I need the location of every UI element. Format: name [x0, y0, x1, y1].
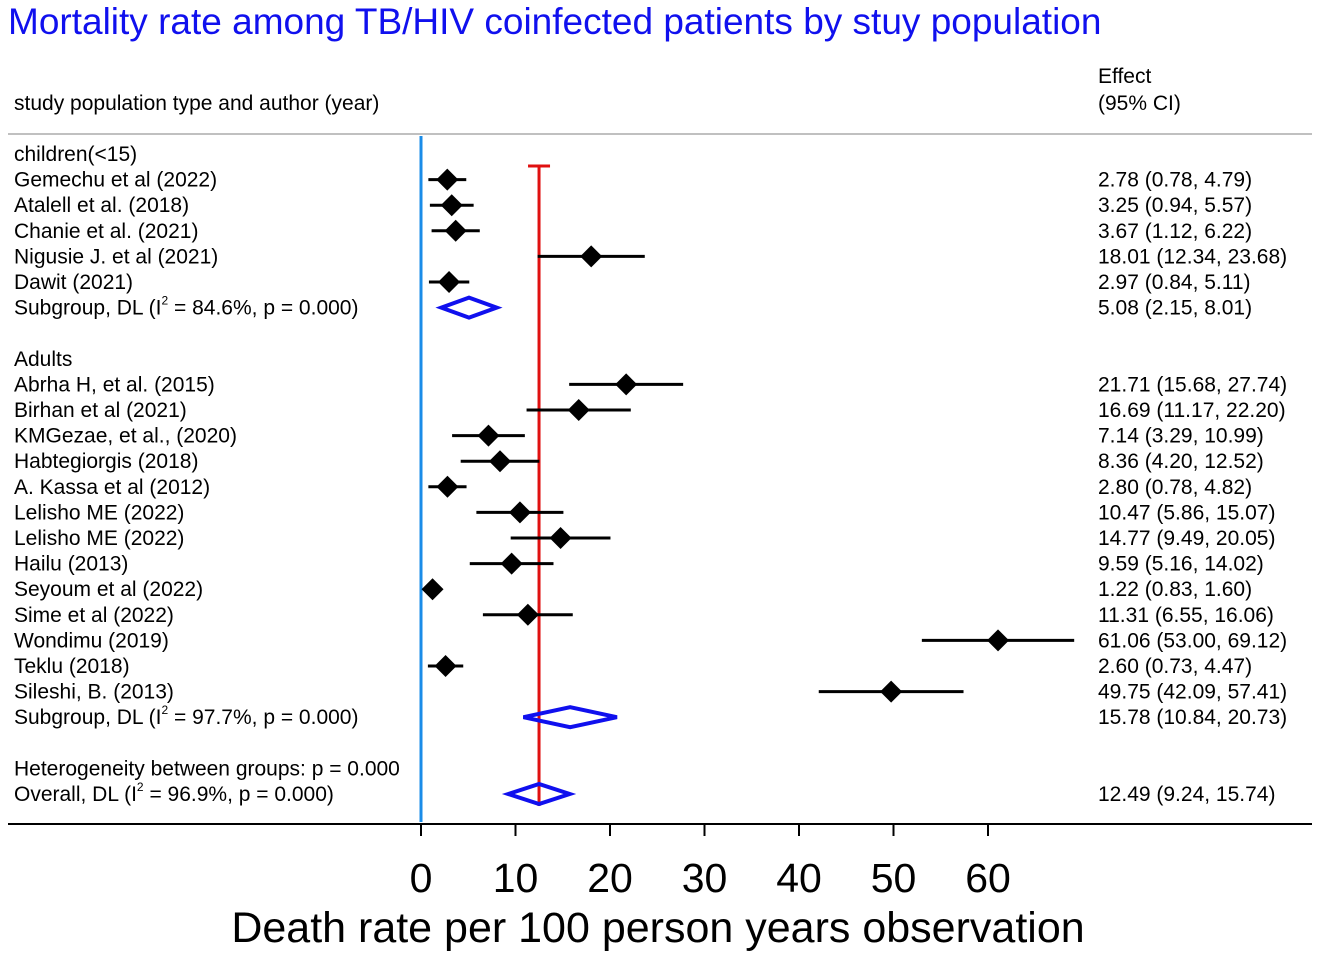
study-label: Hailu (2013) [14, 553, 128, 576]
effect-estimate: 49.75 (42.09, 57.41) [1098, 681, 1287, 704]
effect-estimate: 10.47 (5.86, 15.07) [1098, 501, 1275, 524]
heterogeneity-note: Heterogeneity between groups: p = 0.000 [14, 757, 400, 780]
study-point-marker [489, 450, 512, 473]
x-axis-ticks: 0 10 20 30 40 50 60 [410, 824, 1011, 901]
study-label: Sime et al (2022) [14, 604, 174, 627]
study-point-marker [444, 219, 467, 242]
effect-estimate: 14.77 (9.49, 20.05) [1098, 527, 1275, 550]
study-point-marker [436, 475, 459, 498]
study-point-marker [440, 194, 463, 217]
x-tick-label: 10 [493, 855, 539, 901]
effect-estimate: 2.80 (0.78, 4.82) [1098, 476, 1252, 499]
study-label: Birhan et al (2021) [14, 399, 187, 422]
effect-estimate: 3.67 (1.12, 6.22) [1098, 220, 1252, 243]
effect-estimate: 2.60 (0.73, 4.47) [1098, 655, 1252, 678]
effect-estimate: 5.08 (2.15, 8.01) [1098, 297, 1252, 320]
study-point-marker [436, 168, 459, 191]
study-label: Atalell et al. (2018) [14, 194, 189, 217]
effect-estimate: 3.25 (0.94, 5.57) [1098, 194, 1252, 217]
study-point-marker [477, 424, 500, 447]
study-point-marker [567, 399, 590, 421]
x-tick-label: 60 [965, 855, 1011, 901]
study-point-marker [987, 629, 1010, 652]
subgroup-label: Subgroup, DL (I2 = 84.6%, p = 0.000) [14, 294, 358, 320]
study-label: Dawit (2021) [14, 271, 133, 294]
x-tick-label: 40 [776, 855, 822, 901]
ci-column-header: (95% CI) [1098, 92, 1181, 115]
effect-estimate: 9.59 (5.16, 14.02) [1098, 553, 1264, 576]
effect-estimate: 12.49 (9.24, 15.74) [1098, 783, 1275, 806]
effect-estimate: 8.36 (4.20, 12.52) [1098, 450, 1264, 473]
study-label: Gemechu et al (2022) [14, 169, 217, 192]
study-point-marker [438, 271, 461, 293]
x-tick-label: 50 [871, 855, 917, 901]
x-axis-label: Death rate per 100 person years observat… [231, 904, 1084, 952]
chart-title: Mortality rate among TB/HIV coinfected p… [8, 1, 1101, 42]
study-label: KMGezae, et al., (2020) [14, 425, 237, 448]
study-label: Teklu (2018) [14, 655, 130, 678]
subgroup-label: Subgroup, DL (I2 = 97.7%, p = 0.000) [14, 703, 358, 729]
study-point-marker [508, 501, 531, 524]
effect-estimate: 15.78 (10.84, 20.73) [1098, 706, 1287, 729]
study-point-marker [549, 527, 572, 549]
subgroup-header: children(<15) [14, 143, 137, 166]
subgroup-diamond [435, 295, 503, 320]
study-label: Chanie et al. (2021) [14, 220, 198, 243]
overall-label: Overall, DL (I2 = 96.9%, p = 0.000) [14, 780, 334, 806]
effect-estimate: 61.06 (53.00, 69.12) [1098, 629, 1287, 652]
effect-estimate: 21.71 (15.68, 27.74) [1098, 373, 1287, 396]
subgroup-header: Adults [14, 348, 72, 371]
study-point-marker [434, 655, 457, 677]
study-point-marker [516, 603, 539, 626]
study-label: Wondimu (2019) [14, 629, 169, 652]
overall-diamond [501, 781, 577, 807]
reference-lines [419, 136, 551, 822]
study-point-marker [500, 552, 523, 575]
study-label: A. Kassa et al (2012) [14, 476, 210, 499]
study-label: Lelisho ME (2022) [14, 527, 184, 550]
x-tick-label: 0 [410, 855, 433, 901]
effect-estimate: 18.01 (12.34, 23.68) [1098, 245, 1287, 268]
effect-estimate: 2.78 (0.78, 4.79) [1098, 169, 1252, 192]
study-rows: children(<15) Gemechu et al (2022) 2.78 (0… [14, 143, 1287, 807]
study-column-header: study population type and author (year) [14, 92, 379, 115]
study-point-marker [615, 373, 638, 396]
effect-estimate: 1.22 (0.83, 1.60) [1098, 578, 1252, 601]
study-label: Lelisho ME (2022) [14, 501, 184, 524]
study-label: Sileshi, B. (2013) [14, 681, 174, 704]
effect-estimate: 7.14 (3.29, 10.99) [1098, 425, 1264, 448]
effect-estimate: 16.69 (11.17, 22.20) [1098, 399, 1286, 422]
study-label: Seyoum et al (2022) [14, 578, 203, 601]
effect-column-header: Effect [1098, 65, 1151, 88]
x-tick-label: 20 [587, 855, 633, 901]
study-label: Abrha H, et al. (2015) [14, 373, 215, 396]
x-tick-label: 30 [682, 855, 728, 901]
effect-estimate: 11.31 (6.55, 16.06) [1098, 604, 1274, 627]
study-point-marker [421, 578, 444, 601]
study-point-marker [880, 680, 903, 703]
study-point-marker [580, 245, 603, 268]
study-label: Nigusie J. et al (2021) [14, 245, 218, 268]
subgroup-diamond [523, 705, 618, 730]
study-label: Habtegiorgis (2018) [14, 450, 198, 473]
effect-estimate: 2.97 (0.84, 5.11) [1098, 271, 1251, 294]
